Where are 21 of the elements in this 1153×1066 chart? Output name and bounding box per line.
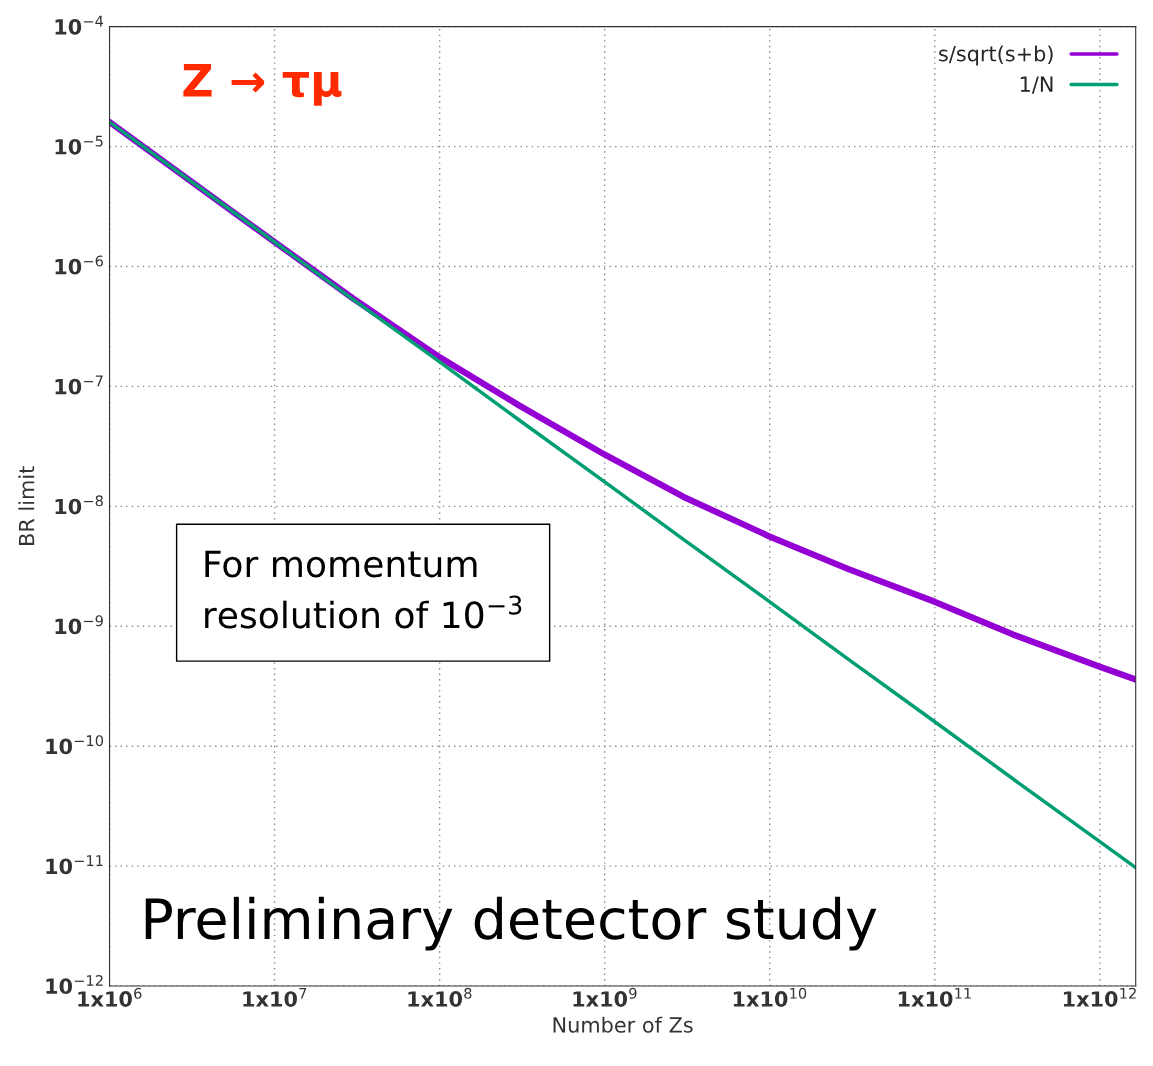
y-tick-label: 10$^{−10}$ [46,735,104,755]
y-tick-label: 10$^{−5}$ [55,135,103,155]
y-tick-label: 10$^{−6}$ [55,255,103,275]
y-tick-label: 10$^{−9}$ [55,615,103,635]
annotation: Preliminary detector study [145,896,877,951]
x-tick-label: 1x10$^{11}$ [898,987,971,1007]
y-axis-title: BR limit [18,466,35,545]
x-tick-label: 1x10$^{9}$ [573,987,637,1007]
x-tick-label: 1x10$^{10}$ [733,987,807,1007]
y-tick-label: 10$^{−8}$ [55,495,103,515]
x-axis-title: Number of Zs [553,1016,693,1033]
y-tick-label: 10$^{−11}$ [46,855,103,875]
legend-label: s/sqrt(s+b) [939,45,1053,66]
y-tick-label: 10$^{−7}$ [55,375,103,395]
annotation: Z → τμ [183,64,342,106]
y-tick-label: 10$^{−4}$ [55,15,104,35]
x-tick-label: 1x10$^{7}$ [243,987,307,1007]
annotation: For momentum resolution of 10$^{−3}$ [205,550,522,629]
x-tick-label: 1x10$^{12}$ [1063,987,1136,1007]
x-tick-label: 1x10$^{8}$ [408,987,472,1007]
legend-label: 1/N [1020,76,1053,94]
